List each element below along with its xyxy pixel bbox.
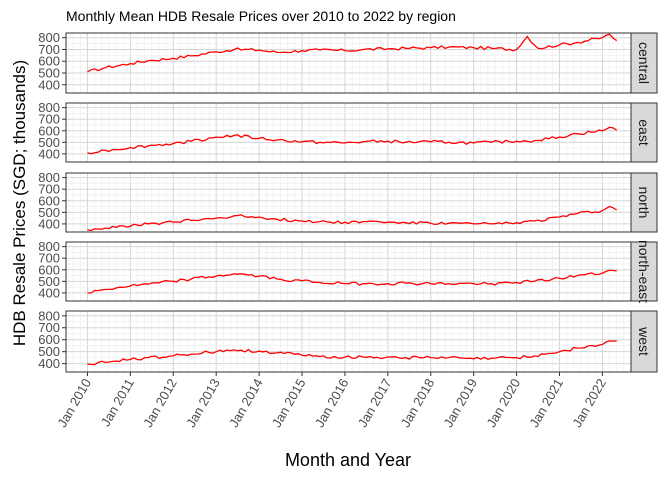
facet-panels: 400500600700800central400500600700800eas… xyxy=(38,30,658,373)
x-tick-label: Jan 2021 xyxy=(526,376,566,430)
facet-strip-north-east: north-east xyxy=(630,240,658,303)
x-axis: Jan 2010 Jan 2011 Jan 2012 Jan 2013 Jan 2014… xyxy=(54,372,609,430)
y-tick-label: 500 xyxy=(38,135,60,150)
x-tick-label: Jan 2019 xyxy=(441,376,481,430)
x-axis-title: Month and Year xyxy=(285,450,411,470)
y-tick-label: 600 xyxy=(38,54,60,69)
x-tick-label: Jan 2013 xyxy=(183,376,223,430)
x-tick-label: Jan 2022 xyxy=(569,376,609,430)
y-tick-label: 500 xyxy=(38,205,60,220)
x-tick-label: Jan 2012 xyxy=(140,376,180,430)
y-tick-label: 800 xyxy=(38,239,60,254)
facet-strip-east: east xyxy=(630,102,658,163)
strip-background xyxy=(630,310,658,373)
x-tick-label: Jan 2011 xyxy=(98,376,137,429)
facet-strip-label: north xyxy=(636,187,652,219)
facet-strip-label: west xyxy=(636,326,652,356)
y-tick-label: 700 xyxy=(38,251,60,266)
panel-background xyxy=(66,173,631,232)
y-tick-label: 700 xyxy=(38,182,60,197)
y-tick-label: 400 xyxy=(38,216,60,231)
series-line-west xyxy=(87,340,617,366)
y-tick-label: 700 xyxy=(38,320,60,335)
x-tick-label: Jan 2018 xyxy=(398,376,438,430)
y-tick-label: 600 xyxy=(38,332,60,347)
strip-background xyxy=(630,32,658,94)
panel-background xyxy=(66,242,631,301)
series-line-north-east xyxy=(87,269,617,294)
y-tick-label: 400 xyxy=(38,77,60,92)
panel-background xyxy=(66,103,631,162)
x-tick-label: Jan 2016 xyxy=(312,376,352,430)
y-tick-label: 800 xyxy=(38,170,60,185)
series-line-north xyxy=(87,205,618,232)
facet-strip-label: east xyxy=(636,119,652,146)
y-tick-label: 700 xyxy=(38,42,60,57)
series-line-central xyxy=(87,33,618,73)
series-line-east xyxy=(87,126,618,155)
y-tick-label: 600 xyxy=(38,262,60,277)
x-tick-label: Jan 2015 xyxy=(269,376,309,430)
y-tick-label: 800 xyxy=(38,308,60,323)
y-tick-label: 600 xyxy=(38,123,60,138)
x-tick-label: Jan 2020 xyxy=(483,376,523,430)
y-tick-label: 600 xyxy=(38,193,60,208)
strip-background xyxy=(630,102,658,163)
y-tick-label: 700 xyxy=(38,112,60,127)
strip-background xyxy=(630,172,658,233)
x-tick-label: Jan 2010 xyxy=(54,376,94,430)
x-tick-label: Jan 2017 xyxy=(355,376,395,430)
y-axis-title: HDB Resale Prices (SGD; thousands) xyxy=(10,60,29,346)
strip-background xyxy=(630,241,658,302)
facet-strip-west: west xyxy=(630,310,658,373)
y-tick-label: 400 xyxy=(38,356,60,371)
facet-strip-north: north xyxy=(630,172,658,233)
y-tick-label: 400 xyxy=(38,146,60,161)
y-tick-label: 500 xyxy=(38,274,60,289)
panel-background xyxy=(66,311,631,372)
y-tick-label: 800 xyxy=(38,100,60,115)
facet-strip-label: north-east xyxy=(636,240,652,303)
facet-strip-central: central xyxy=(630,32,658,94)
facet-strip-label: central xyxy=(636,42,652,84)
y-tick-label: 500 xyxy=(38,66,60,81)
y-tick-label: 500 xyxy=(38,344,60,359)
x-tick-label: Jan 2014 xyxy=(226,376,266,430)
panel-background xyxy=(66,33,631,93)
y-tick-label: 400 xyxy=(38,285,60,300)
y-tick-label: 800 xyxy=(38,30,60,45)
chart-title: Monthly Mean HDB Resale Prices over 2010… xyxy=(66,8,456,24)
